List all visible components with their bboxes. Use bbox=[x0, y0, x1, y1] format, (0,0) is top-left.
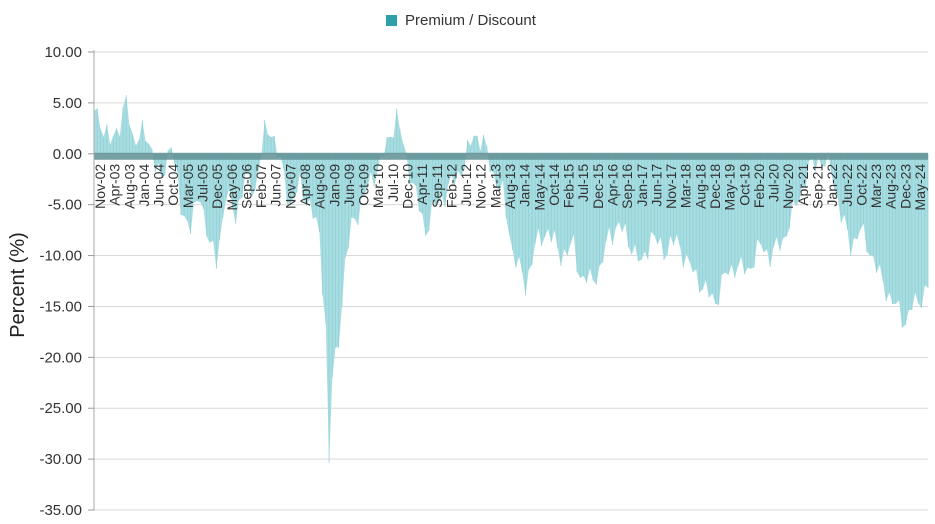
x-axis-ticks: Nov-02Apr-03Aug-03Jan-04Jun-04Oct-04Mar-… bbox=[92, 164, 928, 211]
x-tick-label: Aug-08 bbox=[312, 164, 328, 209]
x-tick-label: Jul-05 bbox=[195, 164, 211, 202]
y-axis-ticks: 10.00 5.00 0.00 -5.00 -10.00 -15.00 -20.00 -25.… bbox=[39, 44, 94, 519]
x-tick-label: Oct-09 bbox=[356, 164, 372, 206]
gridlines bbox=[94, 51, 928, 511]
y-tick-label: -5.00 bbox=[48, 197, 82, 214]
y-tick-label: 5.00 bbox=[53, 95, 82, 112]
series-zero-band bbox=[94, 152, 928, 160]
x-tick-label: Dec-18 bbox=[707, 164, 723, 209]
x-tick-label: May-14 bbox=[531, 164, 547, 211]
x-tick-label: Mar-23 bbox=[868, 164, 884, 209]
x-tick-label: Feb-20 bbox=[751, 164, 767, 209]
x-tick-label: Apr-11 bbox=[414, 164, 430, 205]
x-tick-label: May-19 bbox=[722, 164, 738, 211]
x-tick-label: Nov-17 bbox=[663, 164, 679, 209]
x-tick-label: Sep-16 bbox=[619, 164, 635, 209]
legend-label: Premium / Discount bbox=[405, 11, 536, 29]
x-tick-label: Nov-07 bbox=[282, 164, 298, 209]
series-area bbox=[94, 95, 928, 463]
x-tick-label: Aug-03 bbox=[121, 164, 137, 209]
x-tick-label: Jul-10 bbox=[385, 164, 401, 202]
y-tick-label: -10.00 bbox=[39, 248, 82, 265]
x-tick-label: Dec-15 bbox=[590, 164, 606, 209]
x-tick-label: Mar-13 bbox=[487, 164, 503, 209]
x-tick-label: Sep-21 bbox=[810, 164, 826, 209]
premium-discount-series bbox=[93, 95, 929, 463]
y-tick-label: -15.00 bbox=[39, 298, 82, 315]
x-tick-label: Jan-17 bbox=[634, 164, 650, 207]
x-tick-label: Oct-22 bbox=[853, 164, 869, 206]
x-tick-label: Aug-13 bbox=[502, 164, 518, 209]
x-tick-label: May-06 bbox=[224, 164, 240, 211]
x-tick-label: Sep-06 bbox=[238, 164, 254, 209]
x-tick-label: Nov-02 bbox=[92, 164, 108, 209]
y-tick-label: -30.00 bbox=[39, 451, 82, 468]
x-tick-label: Oct-04 bbox=[165, 164, 181, 206]
x-tick-label: Jun-09 bbox=[341, 164, 357, 207]
x-tick-label: Nov-20 bbox=[780, 164, 796, 209]
x-tick-label: Dec-10 bbox=[400, 164, 416, 209]
legend[interactable]: Premium / Discount bbox=[386, 10, 536, 30]
x-tick-label: Jun-07 bbox=[268, 164, 284, 207]
x-tick-label: Jan-09 bbox=[326, 164, 342, 207]
y-tick-label: -35.00 bbox=[39, 502, 82, 519]
x-tick-label: Aug-23 bbox=[883, 164, 899, 209]
x-tick-label: Sep-11 bbox=[429, 164, 445, 208]
x-tick-label: Apr-16 bbox=[605, 164, 621, 206]
x-tick-label: Feb-07 bbox=[253, 164, 269, 209]
legend-swatch bbox=[386, 14, 397, 26]
x-tick-label: Dec-05 bbox=[209, 164, 225, 209]
x-tick-label: Aug-18 bbox=[692, 164, 708, 209]
x-tick-label: Apr-08 bbox=[297, 164, 313, 206]
x-tick-label: Mar-10 bbox=[370, 164, 386, 209]
y-tick-label: 0.00 bbox=[53, 146, 82, 163]
y-tick-label: -20.00 bbox=[39, 349, 82, 366]
x-tick-label: Oct-14 bbox=[546, 164, 562, 206]
x-tick-label: Apr-21 bbox=[795, 164, 811, 206]
x-tick-label: May-24 bbox=[912, 164, 928, 211]
x-tick-label: Dec-23 bbox=[897, 164, 913, 209]
x-tick-label: Jun-17 bbox=[648, 164, 664, 207]
x-tick-label: Oct-19 bbox=[736, 164, 752, 206]
x-tick-label: Feb-12 bbox=[443, 164, 459, 209]
y-axis-title: Percent (%) bbox=[7, 232, 29, 338]
x-tick-label: Jun-12 bbox=[458, 164, 474, 207]
x-tick-label: Mar-18 bbox=[678, 164, 694, 209]
y-tick-label: 10.00 bbox=[44, 44, 82, 61]
x-tick-label: Jun-22 bbox=[839, 164, 855, 207]
x-tick-label: Jan-14 bbox=[517, 164, 533, 207]
x-tick-label: Jul-15 bbox=[575, 164, 591, 202]
x-tick-label: Jan-22 bbox=[824, 164, 840, 207]
x-tick-label: Apr-03 bbox=[107, 164, 123, 206]
y-tick-label: -25.00 bbox=[39, 400, 82, 417]
x-tick-label: Feb-15 bbox=[561, 164, 577, 209]
x-tick-label: Jul-20 bbox=[766, 164, 782, 202]
x-tick-label: Jun-04 bbox=[151, 164, 167, 207]
x-tick-label: Jan-04 bbox=[136, 164, 152, 207]
x-tick-label: Mar-05 bbox=[180, 164, 196, 209]
x-tick-label: Nov-12 bbox=[473, 164, 489, 209]
